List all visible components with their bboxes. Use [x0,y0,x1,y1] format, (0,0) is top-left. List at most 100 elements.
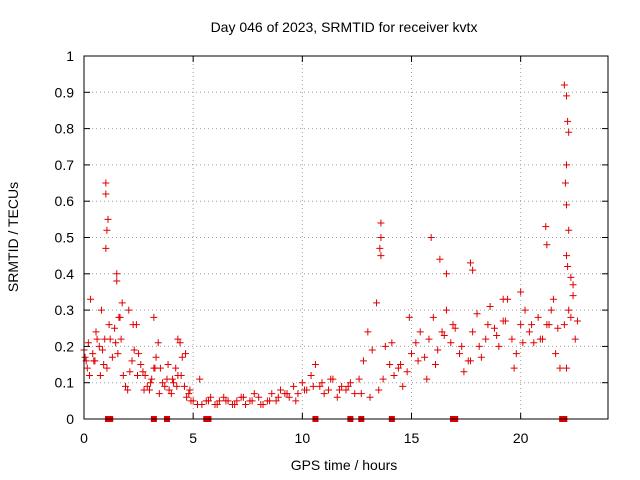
data-point [239,393,247,401]
data-point [563,161,571,169]
y-tick-labels: 0 0.1 0.2 0.3 0.4 0.5 0.6 0.7 0.8 0.9 1 [55,48,75,427]
data-point [130,346,138,354]
data-point [451,324,459,332]
data-point [412,339,420,347]
data-point [563,92,571,100]
grid-lines [84,56,608,419]
data-point [97,306,105,314]
data-point [359,357,367,365]
data-point [377,234,385,241]
y-tick-label: 0.5 [55,230,75,246]
data-point [320,390,328,398]
x-tick-label: 5 [189,430,197,446]
data-point [185,390,193,398]
data-point [565,226,573,234]
data-point [283,390,291,398]
data-point [556,364,564,372]
data-point [432,361,440,369]
data-point [231,400,239,408]
data-point [567,313,575,321]
data-point [170,379,178,387]
data-point [155,390,163,398]
data-point [248,397,256,405]
data-point [501,317,509,325]
data-point [565,128,573,136]
data-point [272,397,280,405]
data-point [222,397,230,405]
y-axis-label: SRMTID / TECUs [5,182,21,292]
data-point [390,371,398,379]
data-point [490,324,498,332]
y-tick-label: 0.2 [55,338,75,354]
data-point [182,350,190,358]
data-point [564,263,572,271]
data-point [257,400,265,408]
data-point [442,306,450,314]
data-point [543,241,551,249]
data-point [512,350,520,358]
x-tick-label: 0 [80,430,88,446]
data-point [167,390,175,398]
data-point [92,328,100,336]
data-point [528,321,536,329]
data-point [96,371,104,379]
data-point [484,321,492,329]
data-point [250,390,258,398]
data-point [81,353,89,361]
data-point [318,379,326,387]
data-point [121,382,129,390]
data-point [307,371,315,379]
data-point [140,386,148,394]
data-point [571,335,579,343]
data-point [207,393,215,401]
data-point [357,390,365,398]
data-point [151,364,159,372]
data-point [436,255,444,263]
data-point [427,234,435,241]
data-point [108,353,116,361]
data-point [180,382,188,390]
data-point [95,342,103,350]
data-point [173,382,181,390]
data-point [440,332,448,340]
data-point [397,361,405,369]
x-tick-label: 10 [295,430,311,446]
data-point [364,328,372,336]
data-point [517,321,525,329]
data-point [316,382,324,390]
data-points [80,81,581,408]
y-tick-label: 0.6 [55,193,75,209]
data-point [335,386,343,394]
y-tick-label: 0 [66,411,74,427]
data-point [573,317,581,325]
data-point [569,281,577,289]
x-tick-label: 20 [513,430,529,446]
data-point [510,364,518,372]
data-point [161,382,169,390]
data-point [561,179,569,187]
data-point [405,313,413,321]
data-point [164,361,172,369]
data-point [545,321,553,329]
data-point [534,313,542,321]
data-point [530,339,538,347]
data-point [233,397,241,405]
data-point [174,335,182,343]
data-point [536,335,544,343]
data-point [563,201,571,209]
data-point [388,339,396,347]
data-point [311,361,319,369]
data-point [469,328,477,336]
data-point [124,386,132,394]
data-point [423,375,431,383]
data-point [466,357,474,365]
data-point [495,342,503,350]
data-point [116,313,124,321]
data-point [89,350,97,358]
data-point [126,368,134,376]
data-point [475,342,483,350]
data-point [168,375,176,383]
data-point [564,117,572,125]
data-point [143,382,151,390]
